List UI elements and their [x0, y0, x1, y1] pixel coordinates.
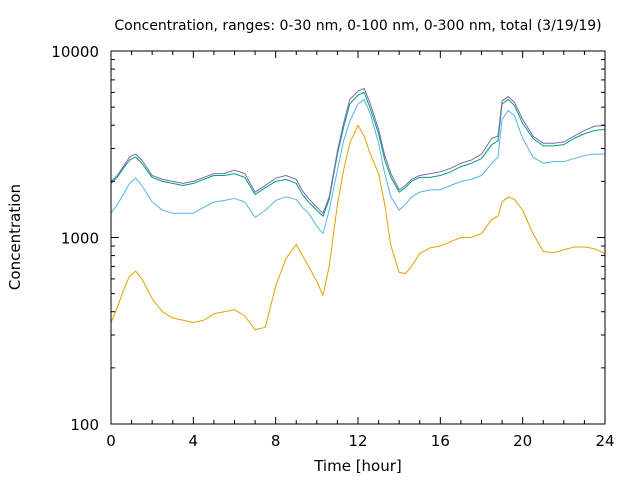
series-layer: [110, 87, 606, 331]
x-tick-label: 12: [348, 432, 367, 450]
series-line-2: [110, 98, 605, 235]
y-tick-label: 1000: [61, 230, 99, 248]
x-tick-label: 8: [271, 432, 281, 450]
x-tick-label: 0: [106, 432, 116, 450]
plot-frame: [110, 50, 606, 425]
x-tick-label: 20: [513, 432, 532, 450]
y-axis-title: Concentration: [6, 184, 24, 290]
y-tick-label: 100: [70, 416, 99, 434]
x-tick-label: 16: [431, 432, 450, 450]
chart-title: Concentration, ranges: 0-30 nm, 0-100 nm…: [114, 18, 601, 34]
x-tick-label: 24: [595, 432, 614, 450]
series-line-4: [110, 87, 606, 214]
y-tick-label: 10000: [51, 43, 99, 61]
series-line-1: [110, 124, 606, 331]
series-line-3: [110, 91, 606, 217]
x-tick-label: 4: [189, 432, 199, 450]
x-axis-title: Time [hour]: [313, 457, 402, 475]
axis-layer: 0 4 8 12 16 20 24 100 1000 10000: [51, 43, 614, 450]
